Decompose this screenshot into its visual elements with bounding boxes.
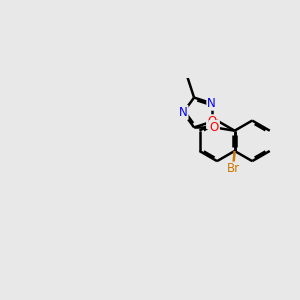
Text: O: O [207, 115, 216, 128]
Text: N: N [207, 97, 216, 110]
Text: N: N [179, 106, 188, 119]
Text: O: O [210, 121, 219, 134]
Text: Br: Br [226, 163, 240, 176]
